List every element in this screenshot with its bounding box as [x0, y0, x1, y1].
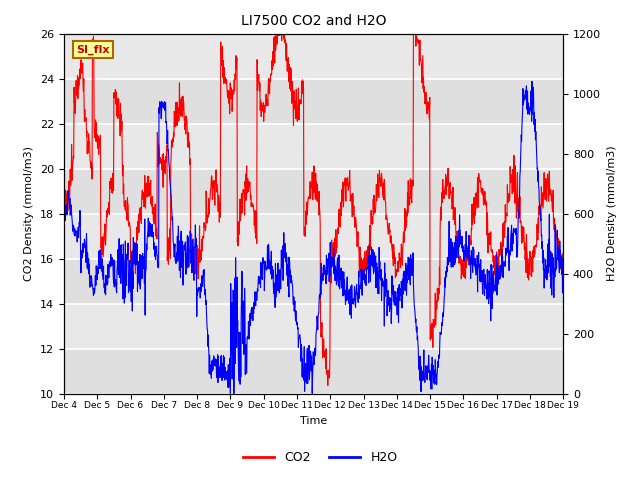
Y-axis label: CO2 Density (mmol/m3): CO2 Density (mmol/m3)	[24, 146, 35, 281]
CO2	[559, 262, 567, 268]
CO2	[324, 383, 332, 388]
CO2	[268, 58, 276, 63]
H2O	[60, 228, 68, 234]
H2O	[515, 199, 523, 205]
Bar	[64, 79, 563, 123]
Text: SI_flx: SI_flx	[77, 44, 110, 55]
CO2	[516, 213, 524, 218]
H2O	[269, 264, 276, 269]
H2O	[390, 288, 398, 294]
X-axis label: Time: Time	[300, 416, 327, 426]
CO2	[473, 201, 481, 207]
Bar	[64, 348, 563, 394]
H2O	[528, 78, 536, 84]
CO2	[256, 80, 264, 86]
CO2	[60, 208, 68, 214]
Legend: CO2, H2O: CO2, H2O	[237, 446, 403, 469]
H2O	[227, 391, 234, 396]
Line: CO2: CO2	[64, 34, 563, 385]
Bar	[64, 259, 563, 303]
Y-axis label: H2O Density (mmol/m3): H2O Density (mmol/m3)	[607, 146, 616, 281]
H2O	[170, 254, 178, 260]
CO2	[273, 31, 280, 36]
H2O	[257, 274, 264, 279]
Title: LI7500 CO2 and H2O: LI7500 CO2 and H2O	[241, 14, 387, 28]
H2O	[472, 272, 480, 278]
H2O	[559, 286, 567, 291]
Line: H2O: H2O	[64, 81, 563, 394]
CO2	[390, 250, 398, 256]
CO2	[170, 108, 178, 114]
Bar	[64, 168, 563, 214]
